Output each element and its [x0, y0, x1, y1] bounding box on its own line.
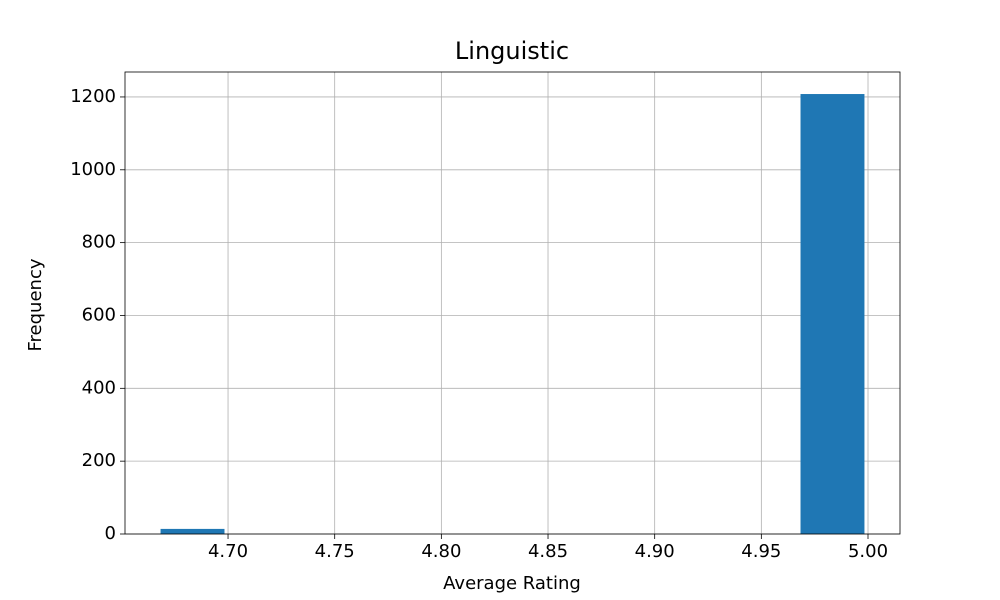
x-tick-label: 4.85 [528, 541, 568, 562]
chart-title: Linguistic [455, 37, 569, 65]
x-tick-label: 5.00 [848, 541, 888, 562]
x-tick-label: 4.95 [741, 541, 781, 562]
x-axis-label: Average Rating [443, 573, 581, 594]
y-tick-label: 0 [105, 523, 116, 544]
y-tick-label: 1000 [70, 159, 116, 180]
x-tick-label: 4.75 [315, 541, 355, 562]
plot-frame [124, 71, 901, 535]
y-axis-label: Frequency [25, 258, 46, 351]
y-tick-label: 1200 [70, 86, 116, 107]
y-tick-label: 400 [82, 377, 116, 398]
x-tick-label: 4.90 [635, 541, 675, 562]
bar [800, 94, 865, 535]
y-tick-label: 600 [82, 304, 116, 325]
y-tick-label: 200 [82, 450, 116, 471]
y-tick-label: 800 [82, 232, 116, 253]
x-tick-label: 4.80 [421, 541, 461, 562]
bar [160, 528, 225, 534]
x-tick-label: 4.70 [208, 541, 248, 562]
